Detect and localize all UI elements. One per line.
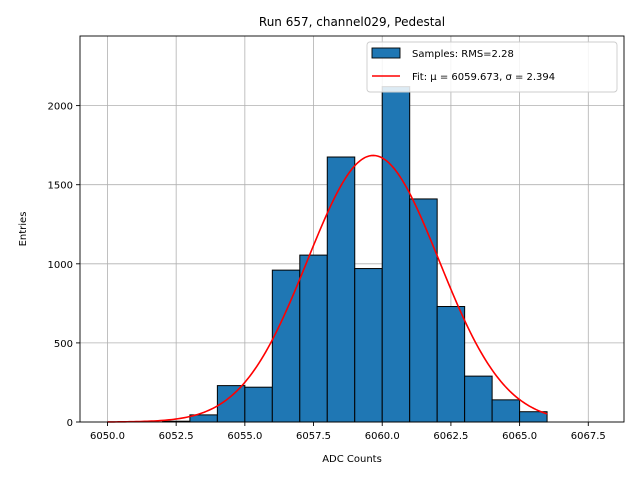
x-tick-label-2: 6055.0 bbox=[227, 431, 262, 442]
legend-label-samples: Samples: RMS=2.28 bbox=[412, 49, 514, 60]
legend-bar-swatch bbox=[371, 47, 401, 59]
x-tick-label-4: 6060.0 bbox=[365, 431, 400, 442]
histogram-bar-10 bbox=[436, 306, 466, 423]
legend-label-fit: Fit: μ = 6059.673, σ = 2.394 bbox=[412, 72, 555, 83]
histogram-bar-4 bbox=[271, 269, 301, 423]
histogram-bars bbox=[161, 86, 548, 423]
histogram-bar-8 bbox=[381, 86, 411, 423]
x-axis-label: ADC Counts bbox=[322, 454, 382, 465]
plot-frame bbox=[79, 35, 625, 423]
y-axis-ticks: 0 500 1000 1500 2000 bbox=[48, 102, 80, 429]
x-tick-label-5: 6062.5 bbox=[433, 431, 468, 442]
x-tick-label-1: 6052.5 bbox=[159, 431, 194, 442]
histogram-bar-6 bbox=[326, 156, 356, 423]
y-tick-label-3: 1500 bbox=[48, 181, 73, 192]
chart-title: Run 657, channel029, Pedestal bbox=[259, 15, 445, 29]
y-tick-label-0: 0 bbox=[67, 418, 73, 429]
y-axis-label: Entries bbox=[18, 212, 29, 247]
y-tick-label-2: 1000 bbox=[48, 260, 73, 271]
y-tick-label-1: 500 bbox=[54, 339, 73, 350]
x-axis-ticks: 6050.0 6052.5 6055.0 6057.5 6060.0 6062.5 6065… bbox=[90, 422, 606, 442]
histogram-bar-7 bbox=[354, 268, 383, 423]
histogram-bar-11 bbox=[464, 375, 493, 423]
histogram-bar-5 bbox=[299, 254, 328, 423]
y-tick-label-4: 2000 bbox=[48, 102, 73, 113]
fit-curve bbox=[107, 154, 548, 423]
fit-curve-group bbox=[107, 154, 548, 423]
histogram-bar-12 bbox=[491, 399, 521, 423]
x-tick-label-0: 6050.0 bbox=[90, 431, 125, 442]
legend-box bbox=[366, 41, 618, 93]
legend: Samples: RMS=2.28 Fit: μ = 6059.673, σ =… bbox=[366, 41, 618, 93]
histogram-bar-3 bbox=[244, 386, 273, 423]
x-tick-label-3: 6057.5 bbox=[296, 431, 331, 442]
x-tick-label-6: 6065.0 bbox=[502, 431, 537, 442]
histogram-bar-9 bbox=[409, 198, 438, 423]
x-tick-label-7: 6067.5 bbox=[571, 431, 606, 442]
